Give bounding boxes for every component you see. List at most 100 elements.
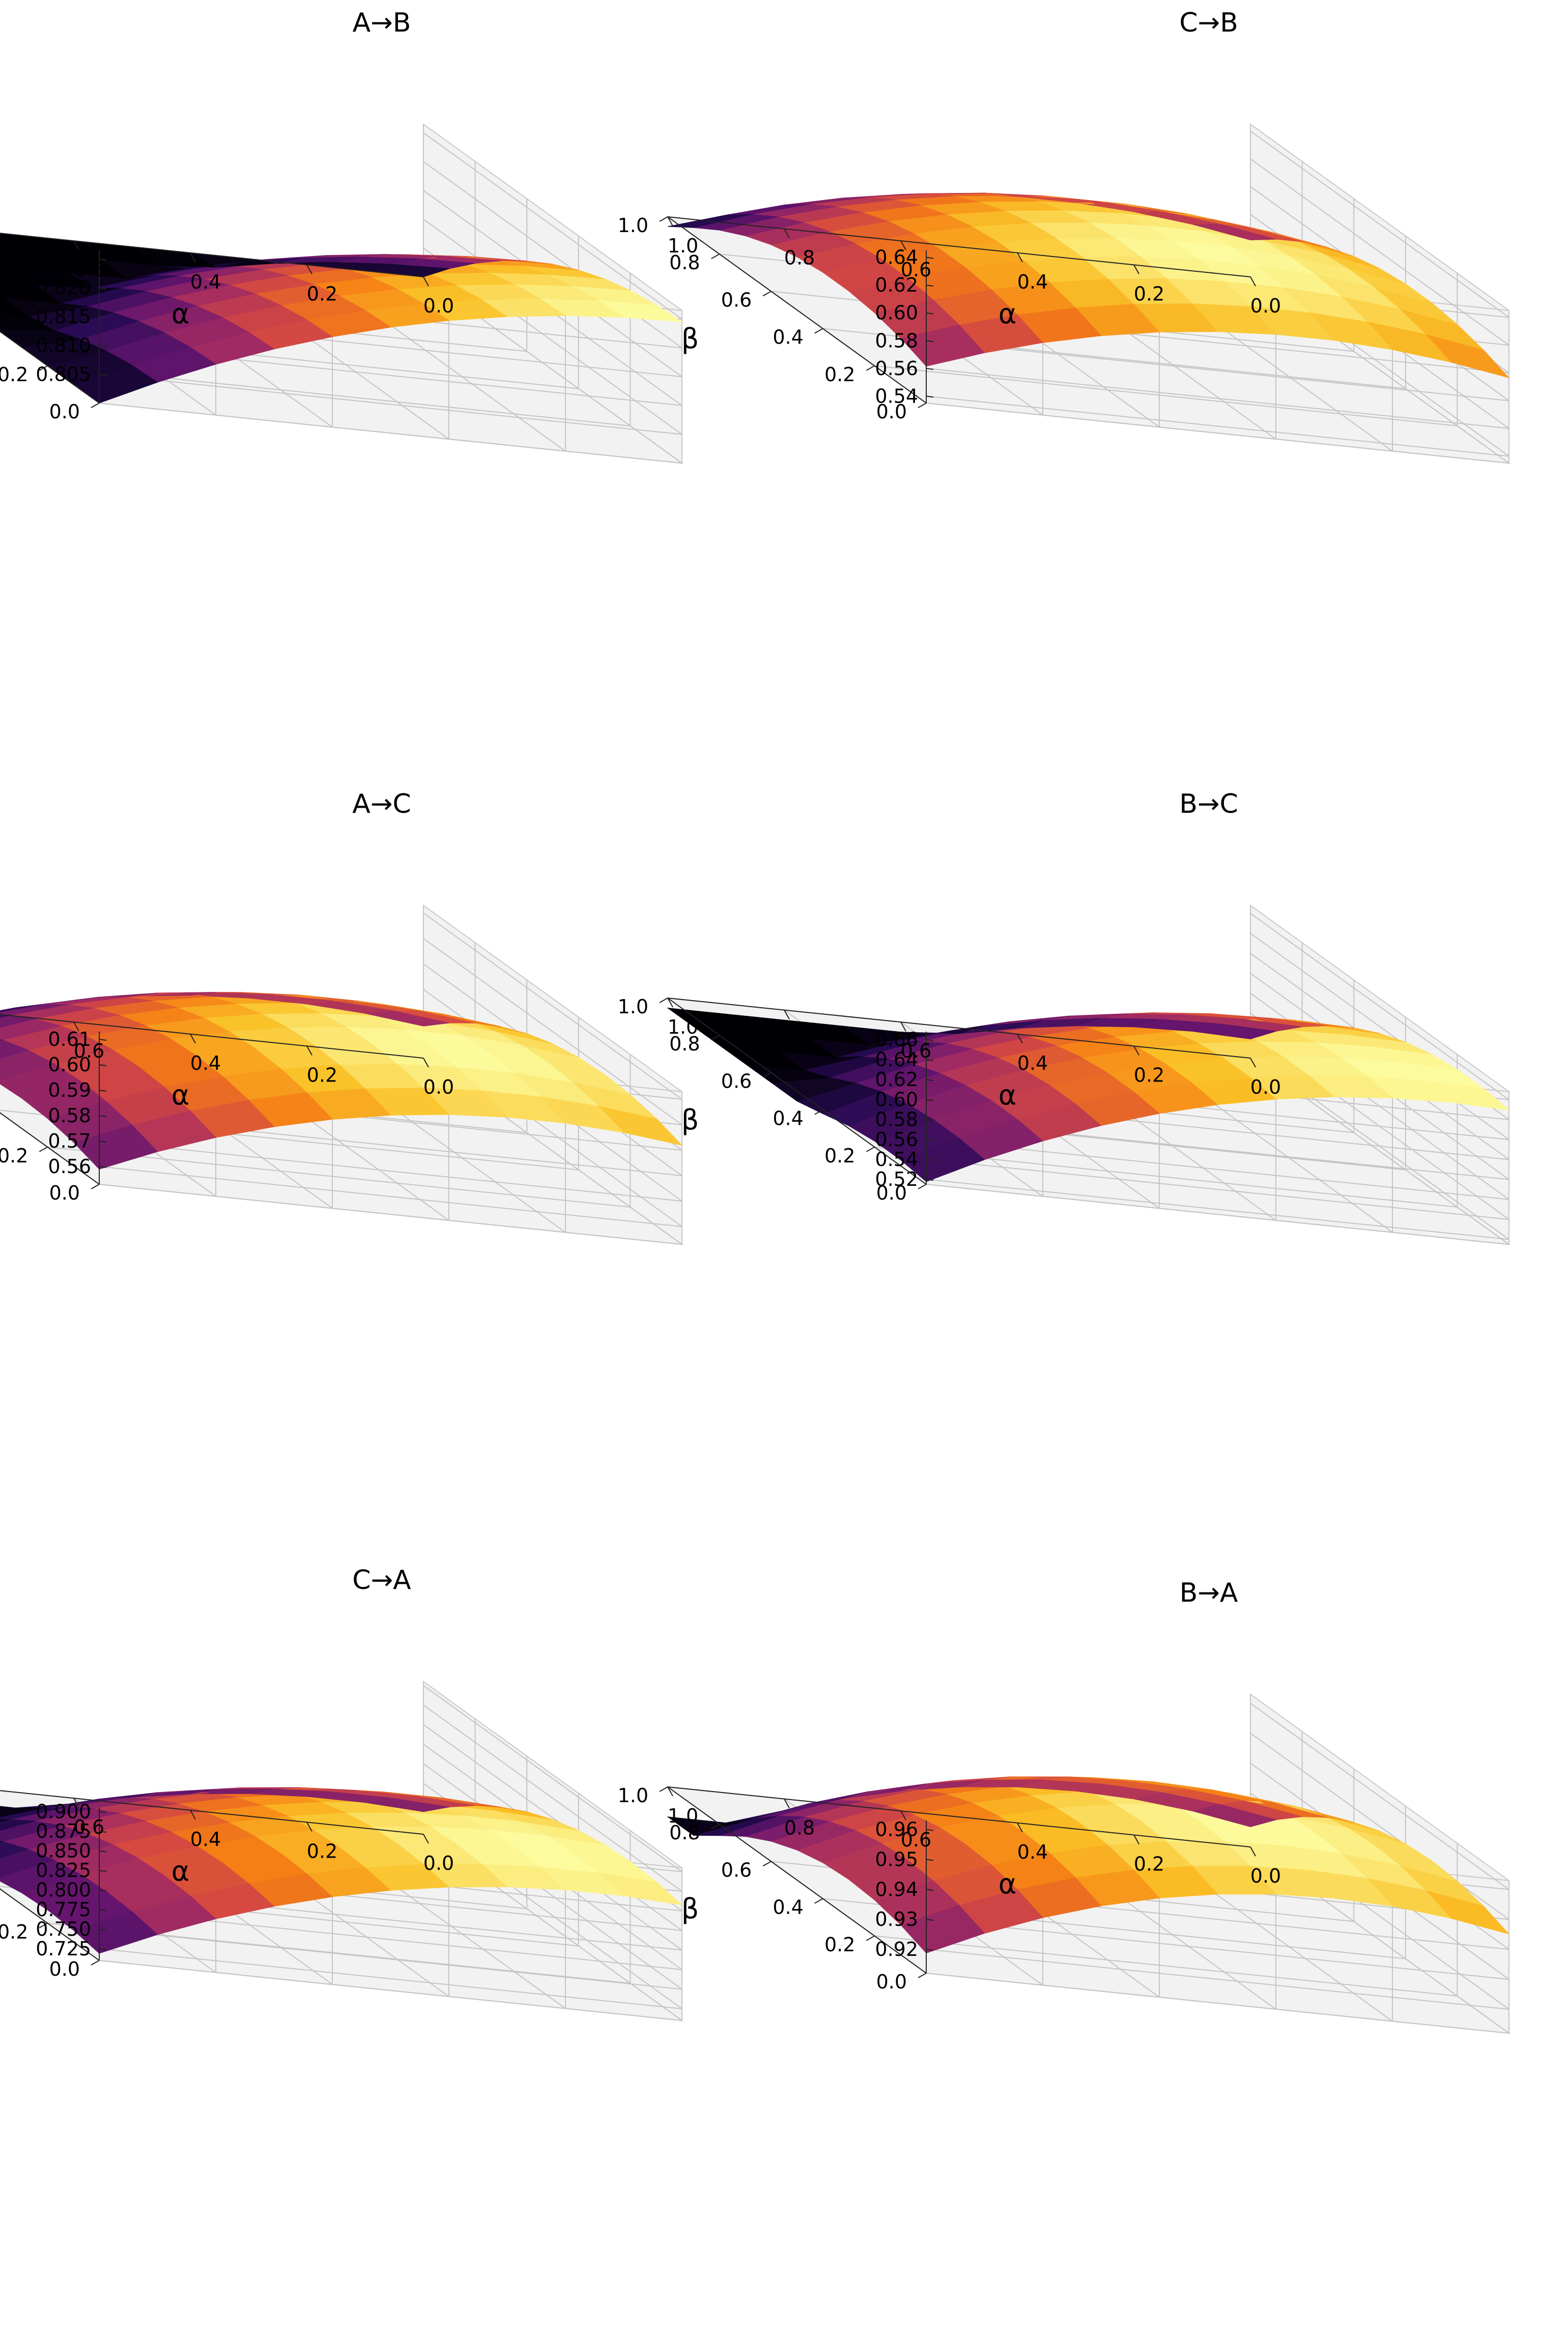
z-tick-label: 0.66 <box>875 1029 918 1051</box>
alpha-tick-label: 0.0 <box>1250 1865 1281 1887</box>
alpha-tick <box>784 1010 790 1020</box>
beta-axis-line <box>0 331 100 404</box>
alpha-tick-label: 0.4 <box>190 271 221 293</box>
alpha-tick-label: 0.0 <box>423 1076 454 1098</box>
beta-tick <box>866 365 875 371</box>
beta-tick <box>659 998 668 1003</box>
beta-tick <box>918 1184 927 1189</box>
z-tick-label: 0.775 <box>36 1898 91 1921</box>
alpha-tick <box>1250 1058 1256 1068</box>
z-tick-label: 0.58 <box>875 1108 918 1131</box>
beta-tick-label: 1.0 <box>618 995 648 1018</box>
z-tick <box>926 1158 934 1161</box>
alpha-tick <box>900 1810 906 1820</box>
beta-tick-label: 0.8 <box>669 1033 700 1055</box>
beta-tick <box>762 1861 772 1867</box>
z-tick-label: 0.800 <box>36 1879 91 1901</box>
grid-line <box>1250 130 1509 318</box>
grid-line <box>926 403 1509 464</box>
alpha-tick-label: 0.6 <box>74 1040 104 1062</box>
grid-line <box>1250 1732 1509 1920</box>
z-tick-label: 0.56 <box>48 1155 91 1178</box>
alpha-tick <box>1017 1034 1023 1044</box>
z-tick <box>926 395 934 398</box>
z-tick-label: 0.64 <box>875 246 918 269</box>
surface-facet <box>0 1004 68 1016</box>
panel-title: A→B <box>353 8 411 38</box>
z-tick <box>926 1079 934 1082</box>
surface-facet <box>0 1819 35 1831</box>
surface-facet <box>0 1806 68 1820</box>
z-tick <box>926 1948 934 1951</box>
grid-line <box>1250 913 1509 1100</box>
panel-title: A→C <box>352 789 411 819</box>
z-tick-label: 0.92 <box>875 1938 918 1960</box>
alpha-axis-line <box>667 998 1251 1059</box>
z-tick-label: 0.815 <box>36 305 91 328</box>
z-tick <box>926 1099 934 1101</box>
z-tick <box>99 1090 107 1092</box>
beta-tick <box>814 328 823 334</box>
z-tick-label: 0.850 <box>36 1840 91 1862</box>
beta-tick-label: 0.4 <box>773 1896 803 1919</box>
z-tick-label: 0.810 <box>36 334 91 357</box>
beta-tick-label: 0.2 <box>824 1145 855 1167</box>
alpha-tick <box>190 252 196 263</box>
z-tick <box>99 1909 107 1911</box>
beta-tick <box>711 253 720 260</box>
beta-tick-label: 0.0 <box>876 1971 907 1993</box>
alpha-tick-label: 0.2 <box>307 1064 337 1086</box>
alpha-tick-label: 0.4 <box>190 1828 221 1851</box>
z-tick <box>926 340 934 343</box>
beta-tick-label: 0.6 <box>721 1859 752 1881</box>
alpha-tick <box>1250 1846 1256 1857</box>
grid-line <box>423 132 682 320</box>
beta-tick <box>814 1109 823 1115</box>
alpha-tick <box>1133 1834 1139 1844</box>
beta-tick-label: 0.2 <box>0 1145 28 1167</box>
surface-facet <box>0 1018 61 1040</box>
surface-facet <box>0 295 4 298</box>
z-tick <box>99 374 107 376</box>
alpha-tick <box>784 1799 790 1809</box>
z-tick-label: 0.875 <box>36 1820 91 1842</box>
alpha-tick-label: 0.2 <box>1134 1853 1164 1875</box>
z-tick <box>99 1064 107 1066</box>
alpha-tick-label: 0.2 <box>1134 282 1164 305</box>
alpha-axis-line <box>0 233 424 277</box>
z-tick-label: 0.58 <box>48 1104 91 1127</box>
panel-title: B→A <box>1180 1578 1238 1608</box>
beta-tick <box>39 1146 48 1152</box>
alpha-axis-label: α <box>172 1079 190 1111</box>
alpha-tick-label: 0.8 <box>784 1817 815 1839</box>
beta-tick-label: 0.4 <box>773 326 803 349</box>
z-tick <box>99 316 107 319</box>
beta-tick <box>762 1072 772 1078</box>
beta-tick <box>659 1786 668 1792</box>
surface-facet <box>0 1063 81 1099</box>
surface-facet <box>0 249 68 273</box>
alpha-axis-label: α <box>172 298 190 330</box>
z-tick <box>99 1115 107 1117</box>
z-tick <box>926 312 934 315</box>
alpha-tick <box>784 229 790 239</box>
surface-facet <box>0 1841 30 1859</box>
alpha-tick-label: 0.6 <box>901 1829 931 1851</box>
z-tick-label: 0.60 <box>48 1054 91 1076</box>
surface <box>667 192 1510 379</box>
z-tick <box>926 1889 934 1891</box>
z-tick <box>926 1919 934 1921</box>
alpha-tick <box>423 276 429 287</box>
beta-tick <box>866 1935 875 1941</box>
z-tick-label: 0.825 <box>36 248 91 270</box>
z-tick <box>99 1166 107 1168</box>
z-tick <box>926 257 934 259</box>
beta-tick <box>762 291 772 297</box>
z-tick-label: 0.805 <box>36 363 91 385</box>
beta-tick <box>918 403 927 408</box>
alpha-tick-label: 1.0 <box>668 235 698 257</box>
beta-axis-label: β <box>681 323 699 355</box>
z-tick <box>926 1859 934 1861</box>
beta-tick-label: 0.4 <box>773 1107 803 1130</box>
z-tick-label: 0.96 <box>875 1818 918 1841</box>
